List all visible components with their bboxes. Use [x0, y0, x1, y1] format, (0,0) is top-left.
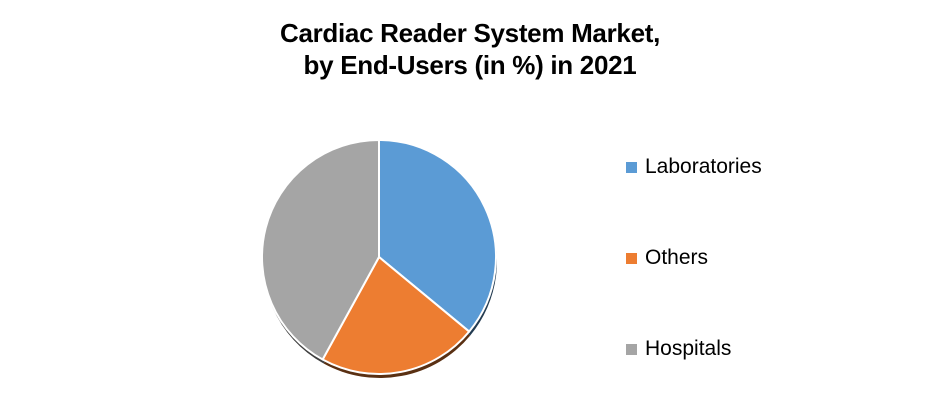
legend-label-hospitals: Hospitals [645, 337, 732, 360]
chart-title-line-1: Cardiac Reader System Market, [279, 18, 661, 48]
chart-title: Cardiac Reader System Market, by End-Use… [0, 17, 940, 81]
legend-item-hospitals: Hospitals [626, 336, 762, 362]
legend-item-laboratories: Laboratories [626, 154, 762, 180]
pie-slices [261, 139, 497, 375]
legend-label-laboratories: Laboratories [645, 155, 762, 178]
pie-slice-laboratories [378, 139, 497, 333]
pie-slice-others [321, 256, 471, 375]
legend-marker-hospitals-icon [626, 343, 637, 355]
legend-label-others: Others [645, 246, 709, 269]
pie-slice-hospitals [261, 139, 380, 361]
legend-item-others: Others [626, 245, 762, 271]
legend-marker-laboratories-icon [626, 161, 637, 173]
chart-title-line-2: by End-Users (in %) in 2021 [303, 50, 637, 80]
legend-marker-others-icon [626, 252, 637, 264]
chart-legend: Laboratories Others Hospitals [626, 154, 762, 362]
